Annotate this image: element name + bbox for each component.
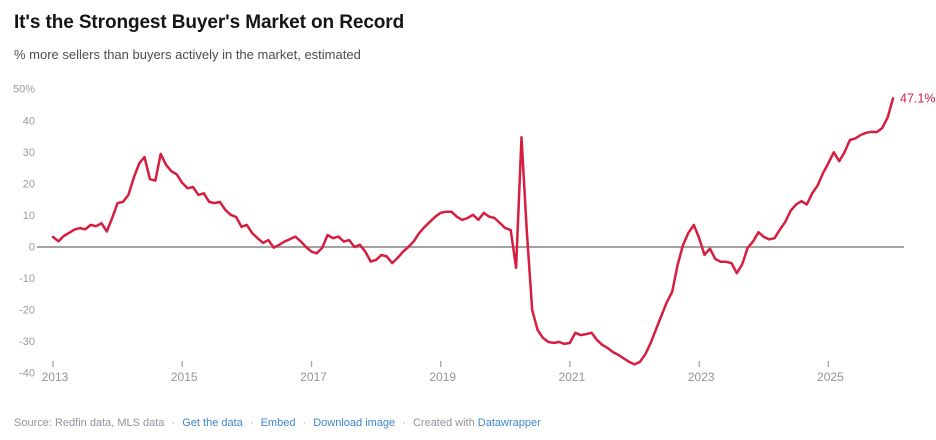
created-with-text: Created with (412, 417, 475, 429)
x-axis-label: 2021 (559, 370, 586, 384)
y-axis-label: 0 (29, 242, 35, 254)
y-axis-label: -30 (19, 336, 35, 348)
x-axis-label: 2019 (429, 370, 456, 384)
end-value-label: 47.1% (900, 91, 935, 105)
separator-dot: · (302, 417, 307, 429)
x-axis-label: 2015 (171, 370, 198, 384)
y-axis-label: -20 (19, 305, 35, 317)
chart-subtitle: % more sellers than buyers actively in t… (14, 47, 361, 62)
data-line (51, 97, 895, 366)
chart-title: It's the Strongest Buyer's Market on Rec… (14, 12, 405, 33)
datawrapper-link[interactable]: Datawrapper (477, 417, 541, 429)
x-axis-label: 2025 (817, 370, 844, 384)
y-axis-label: -10 (19, 273, 35, 285)
separator-dot: · (171, 417, 176, 429)
x-axis-label: 2017 (300, 370, 327, 384)
chart-footer: Source: Redfin data, MLS data · Get the … (14, 417, 541, 429)
y-axis-label: 50% (13, 84, 35, 96)
y-axis-label: 10 (23, 210, 35, 222)
download-image-link[interactable]: Download image (313, 417, 396, 429)
separator-dot: · (249, 417, 254, 429)
x-axis-label: 2023 (688, 370, 715, 384)
x-axis-label: 2013 (42, 370, 69, 384)
y-axis-label: -40 (19, 368, 35, 380)
separator-dot: · (402, 417, 406, 429)
embed-link[interactable]: Embed (260, 417, 296, 429)
get-the-data-link[interactable]: Get the data (182, 417, 243, 429)
y-axis-label: 40 (23, 115, 35, 127)
source-text: Source: Redfin data, MLS data (14, 417, 165, 429)
y-axis-label: 20 (23, 178, 35, 190)
y-axis-label: 30 (23, 147, 35, 159)
